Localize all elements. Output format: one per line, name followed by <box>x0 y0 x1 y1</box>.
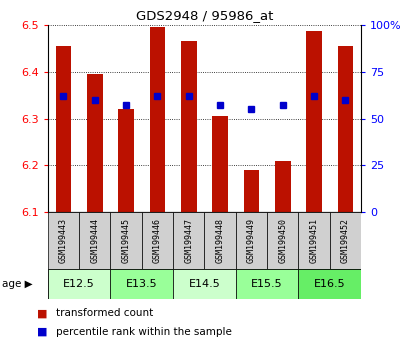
Bar <box>306 31 322 212</box>
Text: age ▶: age ▶ <box>2 279 33 289</box>
Bar <box>56 46 71 212</box>
Text: ■: ■ <box>37 308 48 318</box>
Bar <box>118 109 134 212</box>
Bar <box>275 161 290 212</box>
Text: E14.5: E14.5 <box>188 279 220 289</box>
Text: GSM199447: GSM199447 <box>184 218 193 263</box>
Bar <box>48 269 110 299</box>
Bar <box>337 46 353 212</box>
Bar <box>48 212 79 269</box>
Text: ■: ■ <box>37 327 48 337</box>
Text: transformed count: transformed count <box>56 308 153 318</box>
Text: GSM199443: GSM199443 <box>59 218 68 263</box>
Text: E12.5: E12.5 <box>63 279 95 289</box>
Text: GSM199451: GSM199451 <box>310 218 319 263</box>
Bar <box>236 212 267 269</box>
Text: GSM199444: GSM199444 <box>90 218 99 263</box>
Bar <box>173 269 236 299</box>
Text: E16.5: E16.5 <box>314 279 346 289</box>
Bar <box>149 27 165 212</box>
Bar <box>110 269 173 299</box>
Bar <box>79 212 110 269</box>
Bar <box>212 116 228 212</box>
Bar <box>236 269 298 299</box>
Text: GSM199445: GSM199445 <box>122 218 131 263</box>
Bar <box>142 212 173 269</box>
Title: GDS2948 / 95986_at: GDS2948 / 95986_at <box>136 9 273 22</box>
Bar <box>181 41 197 212</box>
Text: E13.5: E13.5 <box>126 279 158 289</box>
Bar <box>244 170 259 212</box>
Bar <box>110 212 142 269</box>
Text: GSM199449: GSM199449 <box>247 218 256 263</box>
Bar <box>205 212 236 269</box>
Text: GSM199450: GSM199450 <box>278 218 287 263</box>
Bar <box>298 269 361 299</box>
Bar <box>298 212 330 269</box>
Bar <box>87 74 103 212</box>
Text: GSM199448: GSM199448 <box>215 218 225 263</box>
Bar <box>173 212 205 269</box>
Text: GSM199452: GSM199452 <box>341 218 350 263</box>
Text: percentile rank within the sample: percentile rank within the sample <box>56 327 232 337</box>
Bar <box>330 212 361 269</box>
Text: GSM199446: GSM199446 <box>153 218 162 263</box>
Text: E15.5: E15.5 <box>251 279 283 289</box>
Bar <box>267 212 298 269</box>
